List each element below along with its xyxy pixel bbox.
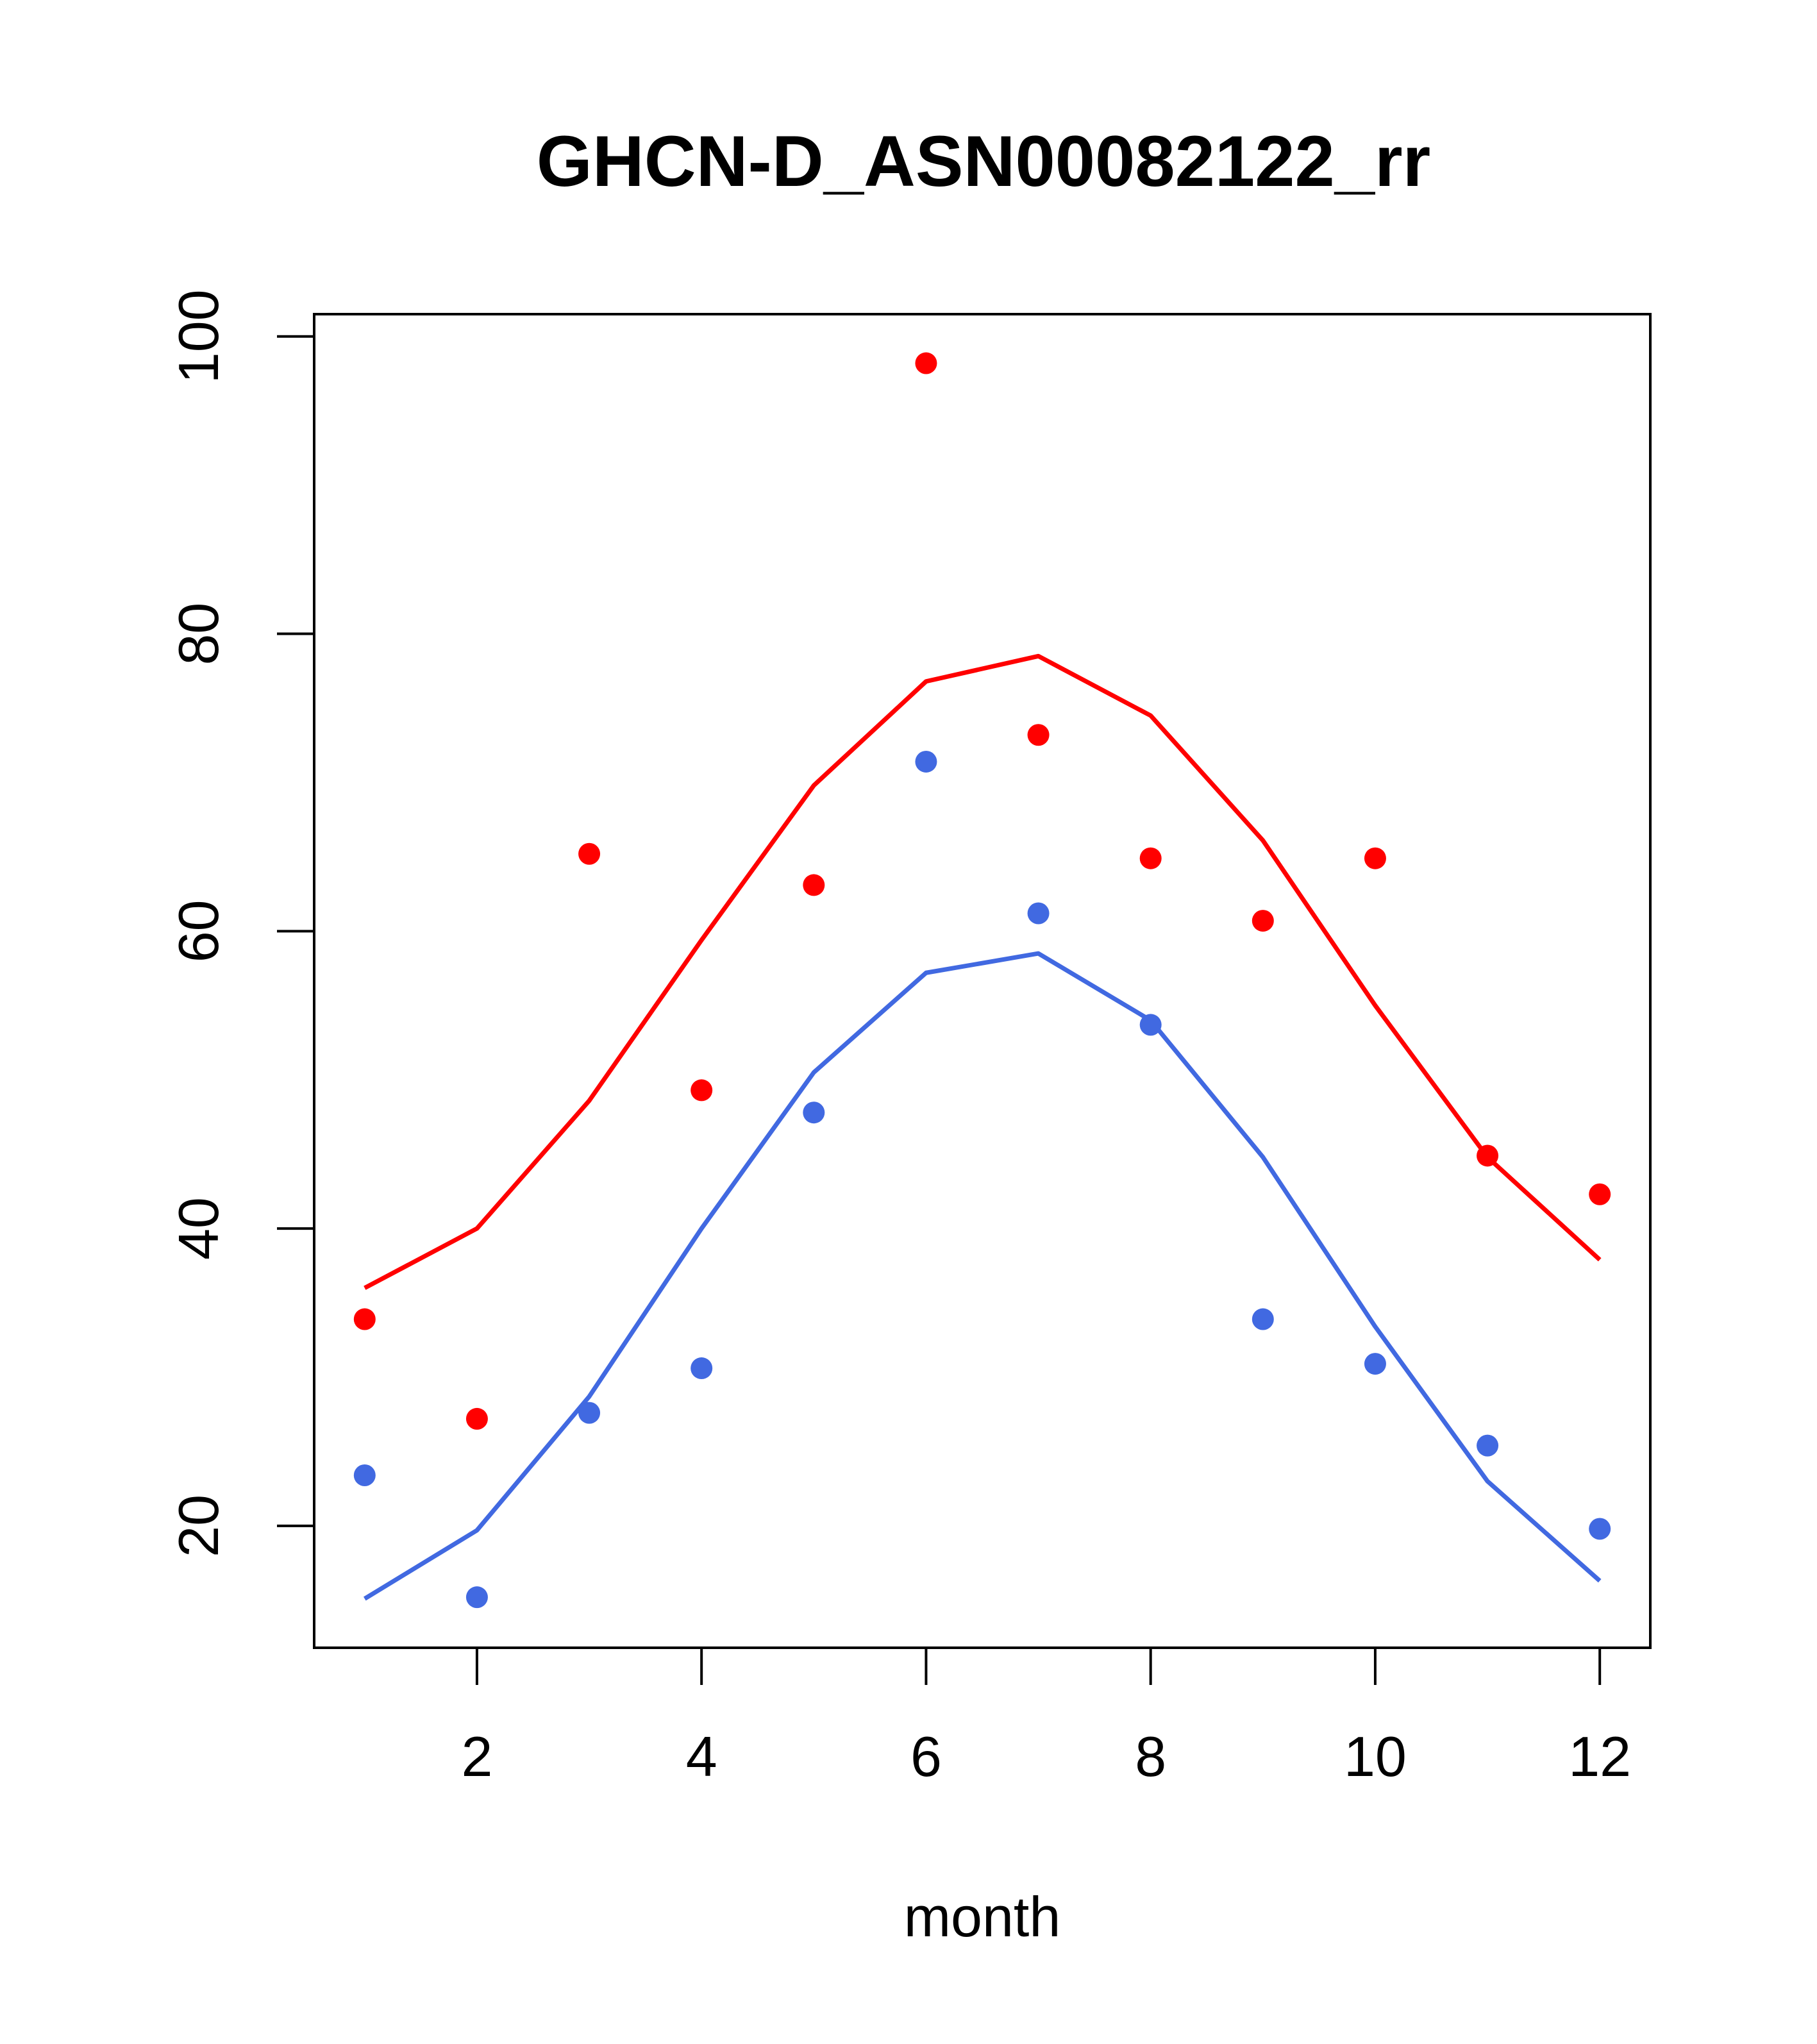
y-tick-label: 100	[167, 289, 230, 383]
series-1-point	[1027, 724, 1050, 746]
y-tick-label: 80	[167, 603, 230, 666]
x-tick-label: 2	[461, 1725, 492, 1788]
x-axis-label: month	[904, 1885, 1061, 1948]
plot-frame	[313, 313, 1652, 1649]
chart-title: GHCN-D_ASN00082122_rr	[537, 121, 1430, 201]
series-1-point	[1477, 1144, 1499, 1167]
series-1-point	[465, 1407, 488, 1430]
series-3-point	[1589, 1518, 1611, 1540]
series-0-line	[364, 653, 1602, 1290]
series-3-point	[915, 750, 937, 773]
series-1-point	[915, 352, 937, 374]
x-tick-label: 10	[1344, 1725, 1407, 1788]
series-3-point	[803, 1102, 825, 1124]
series-2-line	[363, 951, 1602, 1601]
x-tick-label: 4	[686, 1725, 717, 1788]
x-tick-label: 6	[910, 1725, 942, 1788]
series-3-point	[353, 1464, 376, 1487]
plot-area	[353, 352, 1611, 1609]
x-axis: 2 4 6 8 10 12	[461, 1646, 1631, 1788]
series-3-point	[1477, 1434, 1499, 1457]
series-3-point	[578, 1402, 601, 1424]
series-1-point	[1139, 847, 1162, 869]
series-1-point	[803, 874, 825, 896]
series-1-point	[691, 1079, 713, 1102]
series-1-point	[1364, 847, 1386, 869]
series-3-point	[1139, 1014, 1162, 1036]
series-3-point	[1027, 902, 1050, 925]
series-1-point	[353, 1308, 376, 1330]
series-3-point	[1364, 1353, 1386, 1375]
series-1-point	[1252, 910, 1274, 932]
y-tick-label: 60	[167, 900, 230, 962]
y-tick-label: 40	[167, 1197, 230, 1260]
series-1-point	[1589, 1183, 1611, 1205]
x-tick-label: 8	[1135, 1725, 1166, 1788]
series-3-point	[465, 1586, 488, 1609]
y-axis: 20 40 60 80 100	[167, 289, 315, 1557]
x-tick-label: 12	[1568, 1725, 1631, 1788]
y-tick-label: 20	[167, 1495, 230, 1557]
series-1-point	[578, 842, 601, 865]
series-3-point	[1252, 1308, 1274, 1330]
series-3-point	[691, 1357, 713, 1380]
